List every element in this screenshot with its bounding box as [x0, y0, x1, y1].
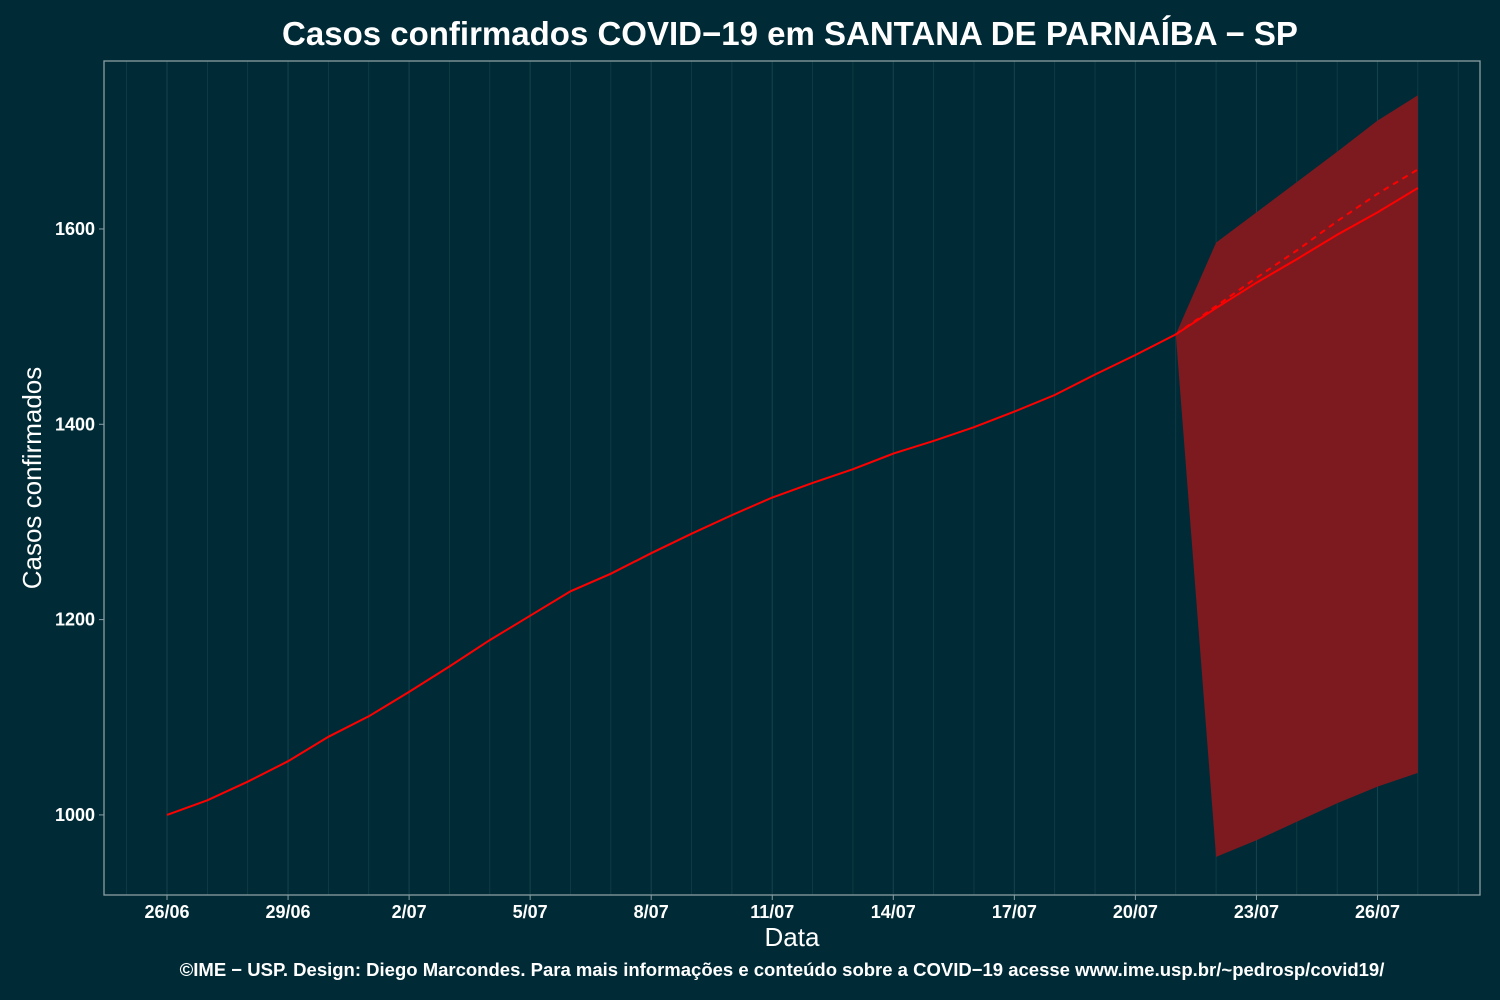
- forecast-band: [1175, 95, 1418, 857]
- x-tick-label: 11/07: [750, 902, 794, 922]
- x-tick-label: 29/06: [266, 902, 311, 922]
- x-tick-label: 14/07: [871, 902, 916, 922]
- y-axis: 1000 1200 1400 1600: [55, 219, 104, 825]
- x-tick-label: 23/07: [1234, 902, 1279, 922]
- x-tick-label: 17/07: [992, 902, 1037, 922]
- x-tick-label: 26/07: [1355, 902, 1400, 922]
- chart-caption: ©IME − USP. Design: Diego Marcondes. Par…: [180, 959, 1385, 980]
- confirmed-cases-line: [166, 187, 1419, 816]
- y-tick-label: 1200: [55, 610, 95, 630]
- y-tick-label: 1400: [55, 414, 95, 434]
- x-tick-label: 5/07: [513, 902, 548, 922]
- x-tick-label: 26/06: [144, 902, 189, 922]
- y-tick-label: 1000: [55, 805, 95, 825]
- y-tick-label: 1600: [55, 219, 95, 239]
- x-axis: 26/06 29/06 2/07 5/07 8/07 11/07 14/07 17/07 20/…: [144, 895, 1400, 922]
- x-axis-title: Data: [765, 922, 820, 952]
- x-tick-label: 8/07: [634, 902, 669, 922]
- plot-frame: [103, 60, 1481, 896]
- y-axis-title: Casos confirmados: [17, 367, 47, 590]
- x-tick-label: 20/07: [1113, 902, 1158, 922]
- forecast-band-layer: [1175, 95, 1418, 857]
- x-tick-label: 2/07: [392, 902, 427, 922]
- chart-title: Casos confirmados COVID−19 em SANTANA DE…: [282, 15, 1298, 52]
- series-layer: [166, 168, 1419, 816]
- forecast-dashed-line: [1175, 168, 1419, 336]
